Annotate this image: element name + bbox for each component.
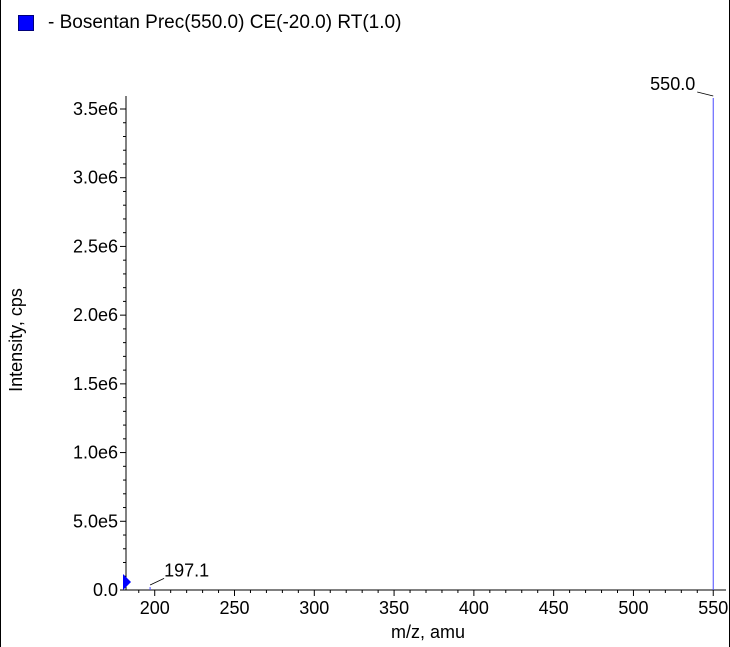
y-tick-label: 1.0e6 [73, 443, 118, 463]
x-tick-label: 500 [618, 598, 648, 618]
peak-label: 550.0 [650, 74, 695, 94]
peaks: 197.1 550.0 [149, 74, 714, 590]
axis-marker-icon [123, 574, 131, 590]
legend: - Bosentan Prec(550.0) CE(-20.0) RT(1.0) [18, 8, 401, 38]
x-tick-label: 400 [459, 598, 489, 618]
y-axis: 0.0 5.0e5 1.0e6 1.5e6 2.0e6 2.5e6 3.0e6 3.5e6 [73, 96, 127, 600]
y-tick-label: 1.5e6 [73, 374, 118, 394]
y-tick-label: 5.0e5 [73, 511, 118, 531]
y-tick-label: 3.5e6 [73, 99, 118, 119]
x-axis-title: m/z, amu [391, 622, 465, 642]
x-tick-label: 200 [140, 598, 170, 618]
y-tick-label: 0.0 [93, 580, 118, 600]
legend-text: - Bosentan Prec(550.0) CE(-20.0) RT(1.0) [48, 12, 402, 33]
y-tick-label: 3.0e6 [73, 168, 118, 188]
x-tick-label: 300 [299, 598, 329, 618]
peak-label: 197.1 [164, 560, 209, 580]
y-tick-label: 2.0e6 [73, 305, 118, 325]
peak-leader-line [149, 577, 165, 586]
x-tick-label: 250 [219, 598, 249, 618]
y-axis-title: Intensity, cps [6, 288, 26, 392]
legend-swatch-icon [18, 15, 34, 31]
y-tick-label: 2.5e6 [73, 236, 118, 256]
x-tick-label: 550 [698, 598, 728, 618]
peak-leader-line [697, 91, 714, 97]
x-tick-label: 450 [539, 598, 569, 618]
x-axis: 200 250 300 350 400 450 500 550 [123, 574, 728, 618]
x-tick-label: 350 [379, 598, 409, 618]
